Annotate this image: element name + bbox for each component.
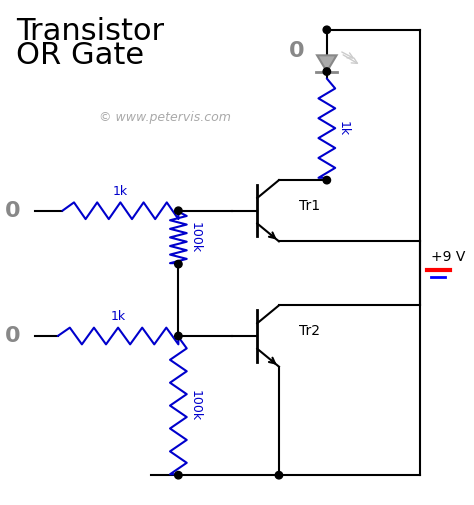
Text: 1k: 1k	[337, 121, 350, 136]
Circle shape	[323, 68, 330, 75]
Text: Tr2: Tr2	[299, 324, 320, 338]
Text: 0: 0	[289, 41, 304, 61]
Text: 100k: 100k	[189, 222, 201, 253]
Circle shape	[174, 207, 182, 215]
Text: © www.petervis.com: © www.petervis.com	[99, 112, 230, 124]
Text: 0: 0	[5, 201, 21, 221]
Circle shape	[323, 26, 330, 33]
Text: 1k: 1k	[110, 310, 126, 323]
Polygon shape	[317, 56, 337, 72]
Circle shape	[174, 332, 182, 340]
Circle shape	[174, 472, 182, 479]
Circle shape	[275, 472, 283, 479]
Text: Tr1: Tr1	[299, 199, 320, 213]
Text: 0: 0	[5, 326, 21, 346]
Text: 100k: 100k	[189, 390, 201, 421]
Text: +9 V: +9 V	[431, 250, 465, 264]
Circle shape	[174, 261, 182, 268]
Circle shape	[323, 176, 330, 184]
Text: 1k: 1k	[113, 185, 128, 198]
Text: Transistor: Transistor	[16, 17, 164, 46]
Text: OR Gate: OR Gate	[16, 41, 144, 70]
